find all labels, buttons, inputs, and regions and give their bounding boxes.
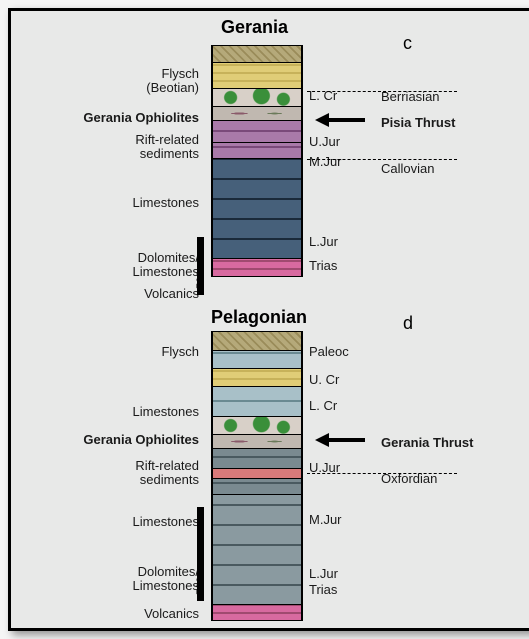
- gerania-dashline-1: [307, 159, 457, 160]
- gerania-left-label-3: Limestones: [19, 196, 199, 210]
- pelagonian-far-right-0: Gerania Thrust: [381, 435, 473, 450]
- pelagonian-right-label-6: Trias: [309, 583, 337, 597]
- gerania-title: Gerania: [221, 17, 288, 38]
- gerania-left-label-4: Dolomites/Limestones: [19, 251, 199, 280]
- pelagonian-layer-2: [213, 369, 301, 387]
- pelagonian-left-label-0: Flysch: [19, 345, 199, 359]
- gerania-right-label-4: Trias: [309, 259, 337, 273]
- gerania-layer-3: [213, 107, 301, 121]
- gerania-left-label-5: Volcanics: [19, 287, 199, 301]
- gerania-right-label-2: M.Jur: [309, 155, 342, 169]
- pelagonian-right-label-4: M.Jur: [309, 513, 342, 527]
- pelagonian-layer-9: [213, 495, 301, 605]
- pelagonian-layer-3: [213, 387, 301, 417]
- pelagonian-left-label-2: Gerania Ophiolites: [19, 433, 199, 447]
- panel-letter-d: d: [403, 313, 413, 334]
- pelagonian-layer-8: [213, 479, 301, 495]
- panel-letter-c: c: [403, 33, 412, 54]
- pelagonian-layer-7: [213, 469, 301, 479]
- gerania-layer-0: [213, 45, 301, 63]
- pelagonian-left-label-5: Dolomites/Limestones: [19, 565, 199, 594]
- pelagonian-left-label-6: Volcanics: [19, 607, 199, 621]
- gerania-layer-1: [213, 63, 301, 89]
- pelagonian-title: Pelagonian: [211, 307, 307, 328]
- pelagonian-layer-4: [213, 417, 301, 435]
- gerania-left-label-2: Rift-relatedsediments: [19, 133, 199, 162]
- pelagonian-thrust-arrow: [315, 433, 365, 452]
- gerania-right-label-3: L.Jur: [309, 235, 338, 249]
- pelagonian-left-label-1: Limestones: [19, 405, 199, 419]
- pelagonian-right-label-0: Paleoc: [309, 345, 349, 359]
- pelagonian-layer-10: [213, 605, 301, 621]
- pelagonian-layer-6: [213, 449, 301, 469]
- gerania-thrust-arrow: [315, 113, 365, 132]
- gerania-layer-5: [213, 143, 301, 159]
- pelagonian-column: [211, 331, 303, 621]
- gerania-far-right-1: Pisia Thrust: [381, 115, 455, 130]
- pelagonian-right-label-2: L. Cr: [309, 399, 337, 413]
- pelagonian-left-label-3: Rift-relatedsediments: [19, 459, 199, 488]
- pelagonian-dashline-0: [307, 473, 457, 474]
- figure-frame: Gerania c Pelagonian d Flysch(Beotian) Ge…: [8, 8, 529, 631]
- pelagonian-layer-1: [213, 351, 301, 369]
- pelagonian-layer-5: [213, 435, 301, 449]
- pelagonian-left-label-4: Limestones: [19, 515, 199, 529]
- gerania-far-right-2: Callovian: [381, 161, 434, 176]
- gerania-layer-7: [213, 259, 301, 277]
- gerania-dashline-0: [307, 91, 457, 92]
- gerania-left-label-1: Gerania Ophiolites: [19, 111, 199, 125]
- gerania-layer-2: [213, 89, 301, 107]
- pelagonian-layer-0: [213, 331, 301, 351]
- gerania-scale-label: 500m: [195, 261, 207, 289]
- pelagonian-right-label-1: U. Cr: [309, 373, 339, 387]
- gerania-column: [211, 45, 303, 277]
- pelagonian-scale-label: 500m: [195, 567, 207, 595]
- gerania-right-label-1: U.Jur: [309, 135, 340, 149]
- gerania-left-label-0: Flysch(Beotian): [19, 67, 199, 96]
- gerania-layer-6: [213, 159, 301, 259]
- pelagonian-right-label-5: L.Jur: [309, 567, 338, 581]
- gerania-layer-4: [213, 121, 301, 143]
